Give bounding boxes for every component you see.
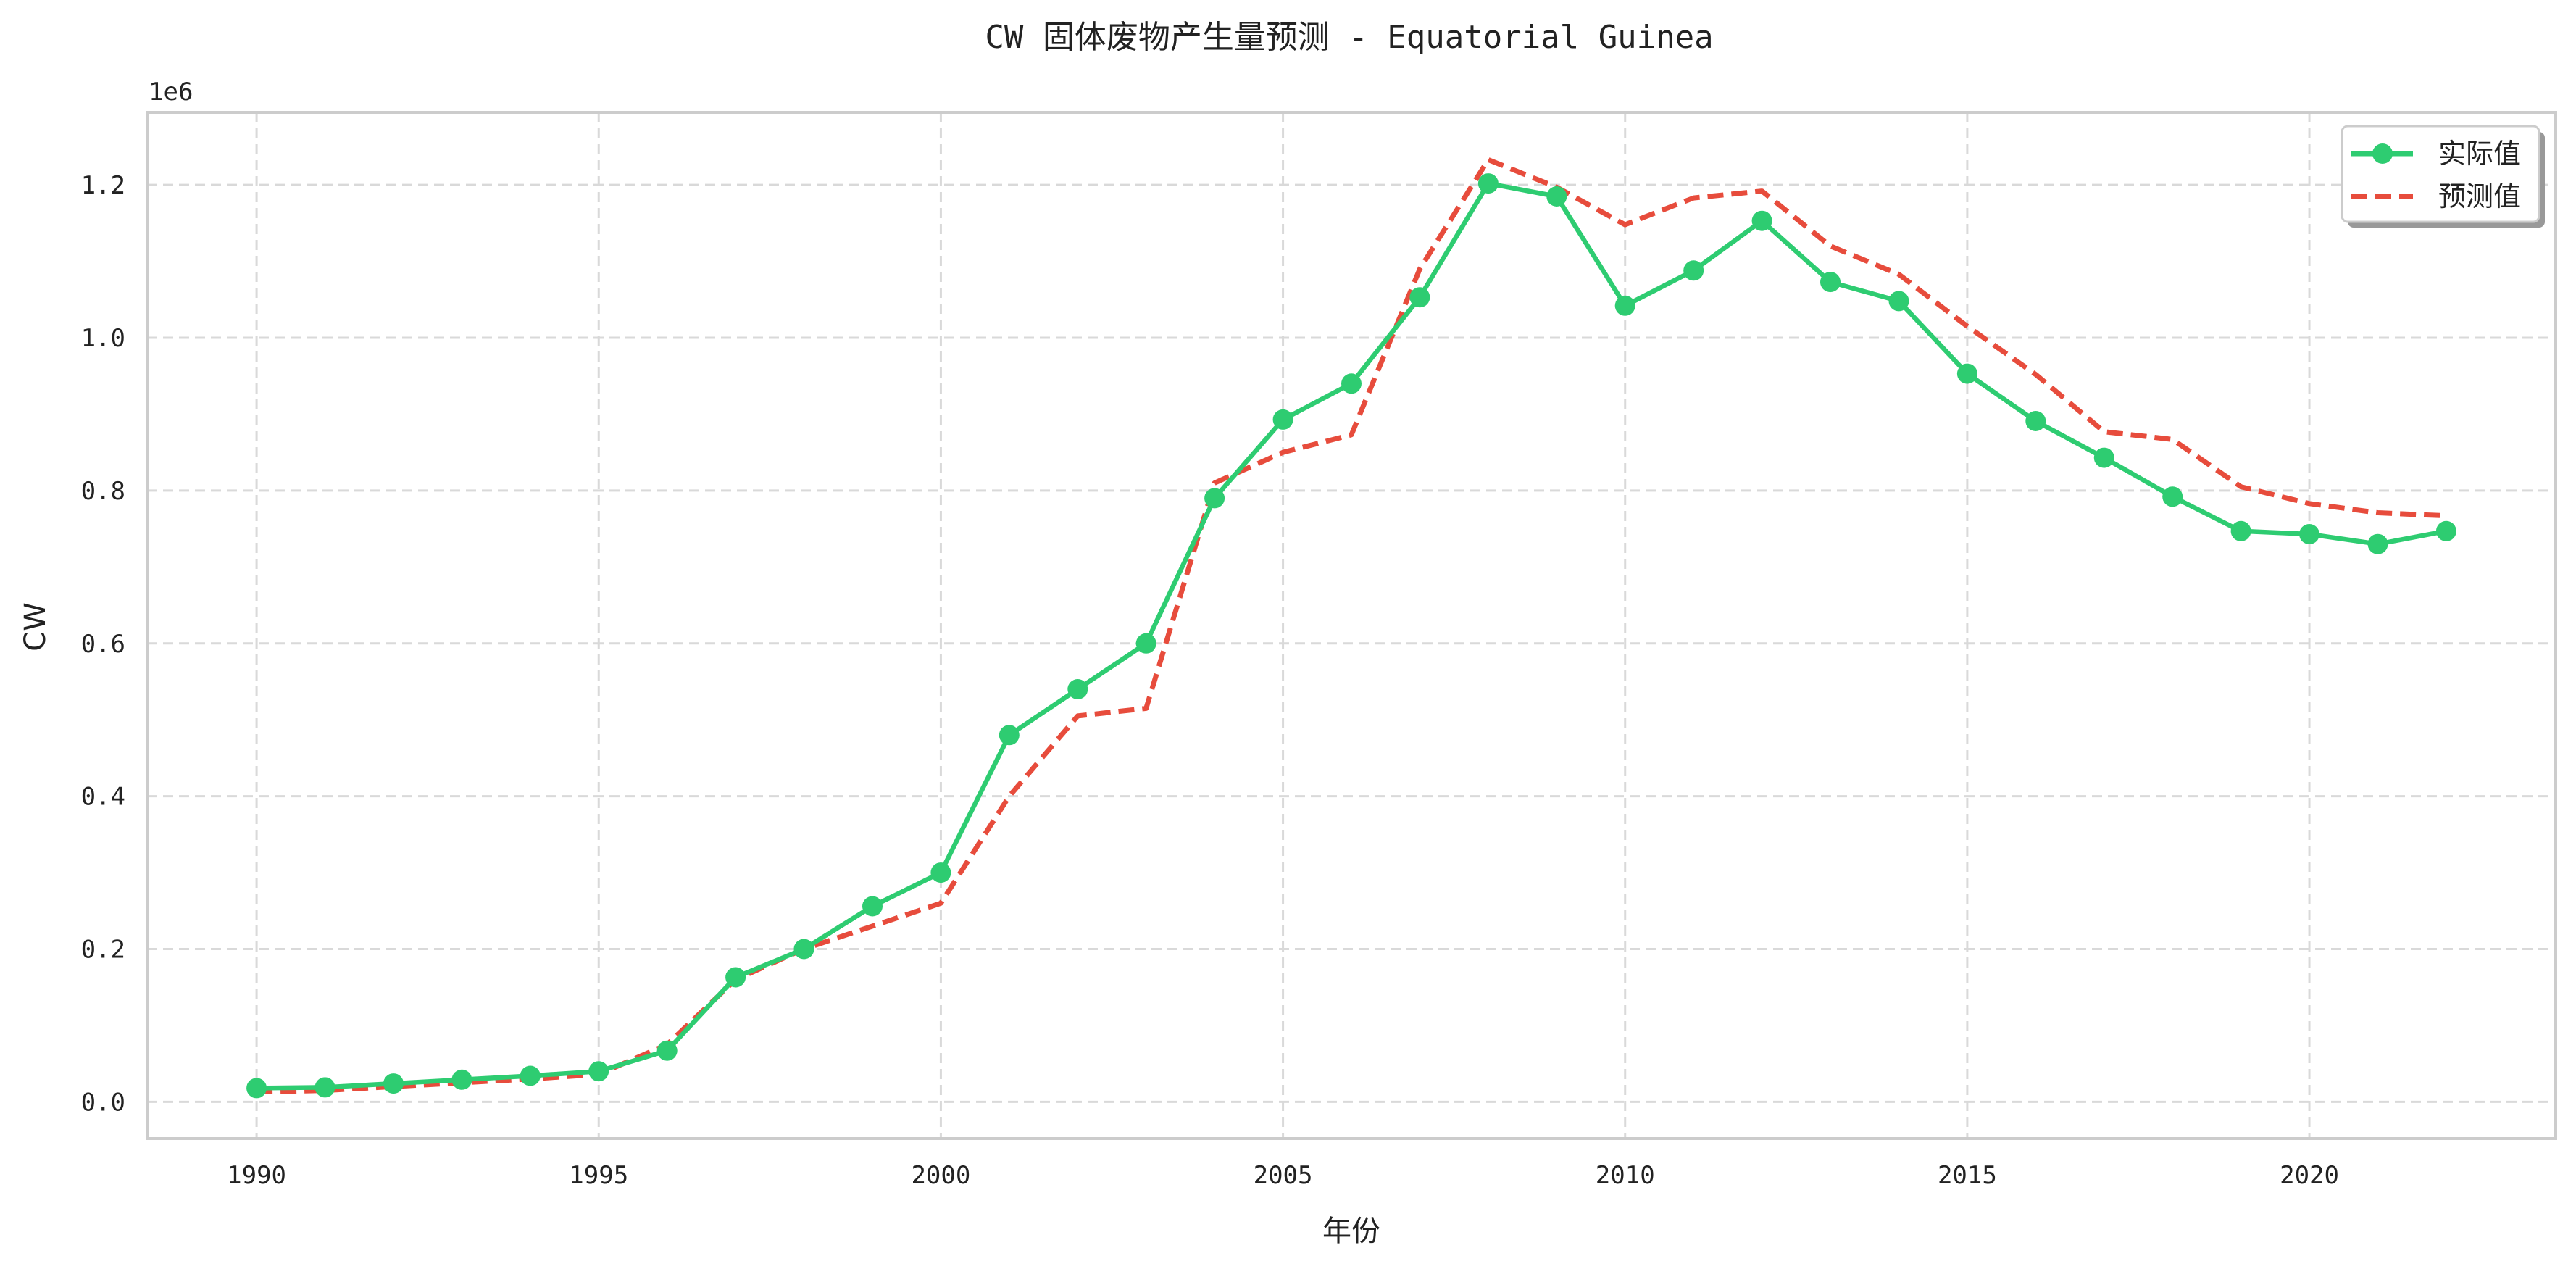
data-point xyxy=(725,967,746,988)
y-tick-label: 0.0 xyxy=(81,1088,125,1117)
data-point xyxy=(383,1073,404,1094)
data-point xyxy=(1135,633,1156,654)
data-point xyxy=(862,896,883,917)
y-tick-label: 0.8 xyxy=(81,477,125,506)
y-tick-label: 0.6 xyxy=(81,630,125,659)
data-point xyxy=(314,1077,335,1098)
data-point xyxy=(2299,524,2319,544)
legend-label-actual: 实际值 xyxy=(2438,138,2521,170)
x-axis-title: 年份 xyxy=(1322,1215,1380,1248)
legend-label-predicted: 预测值 xyxy=(2438,180,2521,212)
x-tick-label: 2005 xyxy=(1254,1161,1313,1190)
x-tick-label: 2020 xyxy=(2280,1161,2339,1190)
y-offset-label: 1e6 xyxy=(149,78,193,107)
data-point xyxy=(1546,186,1567,207)
data-point xyxy=(1888,291,1909,312)
data-point xyxy=(930,862,951,883)
y-tick-label: 1.0 xyxy=(81,324,125,353)
series-layer xyxy=(246,157,2456,1099)
data-point xyxy=(1409,287,1430,308)
data-point xyxy=(1820,272,1841,293)
plot-frame xyxy=(146,111,2557,1140)
data-point xyxy=(2367,533,2388,554)
data-point xyxy=(2435,520,2456,541)
y-tick-label: 0.4 xyxy=(81,783,125,812)
data-point xyxy=(2093,447,2114,468)
data-point xyxy=(520,1065,541,1086)
data-point xyxy=(1272,409,1293,430)
series-line-actual xyxy=(257,180,2447,1091)
data-point xyxy=(1067,679,1088,699)
x-tick-label: 1990 xyxy=(227,1161,286,1190)
legend-marker-actual xyxy=(2372,143,2393,164)
y-axis-title: CW xyxy=(19,602,52,651)
data-point xyxy=(2230,520,2251,541)
y-tick-label: 1.2 xyxy=(81,171,125,200)
x-tick-label: 2010 xyxy=(1596,1161,1655,1190)
x-tick-label: 2015 xyxy=(1938,1161,1997,1190)
data-point xyxy=(2025,411,2046,431)
data-point xyxy=(793,939,814,960)
series-line-predicted xyxy=(257,157,2447,1095)
data-point xyxy=(1683,260,1704,281)
data-point xyxy=(1956,363,1977,384)
data-point xyxy=(999,725,1020,746)
data-point xyxy=(246,1078,267,1099)
legend: 实际值 预测值 xyxy=(2341,125,2545,228)
data-point xyxy=(2162,486,2183,507)
y-tick-label: 0.2 xyxy=(81,936,125,965)
data-point xyxy=(656,1040,678,1061)
x-axis: 1990 1995 2000 2005 2010 2015 2020 xyxy=(227,1161,2339,1190)
chart-title: CW 固体废物产生量预测 - Equatorial Guinea xyxy=(985,19,1713,56)
grid xyxy=(147,112,2556,1139)
data-point xyxy=(1477,173,1499,194)
y-axis: 0.0 0.2 0.4 0.6 0.8 1.0 1.2 xyxy=(81,171,125,1117)
data-point xyxy=(451,1069,472,1090)
x-tick-label: 1995 xyxy=(569,1161,628,1190)
data-point xyxy=(1341,373,1362,394)
data-point xyxy=(1751,210,1772,231)
data-point xyxy=(588,1061,609,1082)
data-point xyxy=(1614,295,1635,316)
x-tick-label: 2000 xyxy=(911,1161,970,1190)
data-point xyxy=(1204,488,1225,509)
